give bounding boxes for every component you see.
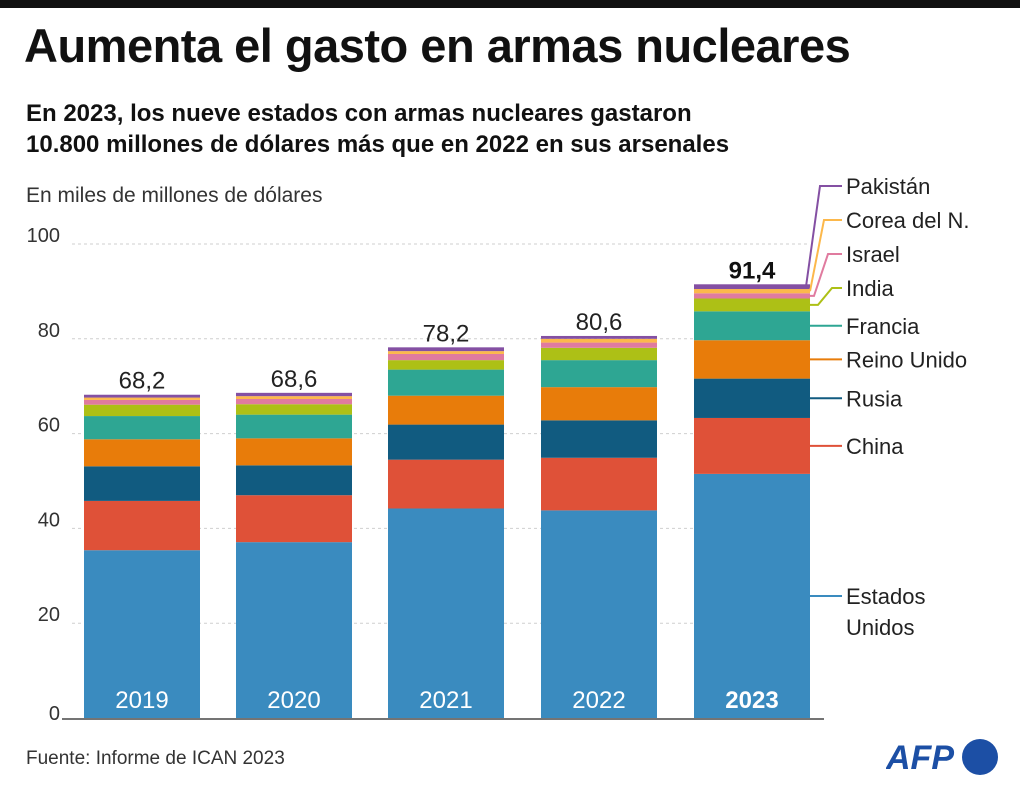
- bar-segment-pakist-n: [694, 284, 810, 290]
- bar-segment-china: [541, 457, 657, 511]
- bar-segment-israel: [388, 353, 504, 361]
- bar-segment-francia: [541, 360, 657, 388]
- x-category-label: 2023: [725, 687, 778, 714]
- y-tick-label: 80: [38, 320, 60, 342]
- bar-segment-rusia: [541, 420, 657, 458]
- bar-segment-pakist-n: [236, 392, 352, 397]
- bar-segment-corea-del-n-: [236, 396, 352, 399]
- legend-label-israel: Israel: [846, 242, 900, 267]
- chart-title: Aumenta el gasto en armas nucleares: [24, 19, 851, 72]
- bar-segment-china: [694, 417, 810, 474]
- legend-label-pakist-n: Pakistán: [846, 174, 930, 199]
- bar-segment-rusia: [388, 424, 504, 460]
- bar-segment-rusia: [236, 465, 352, 496]
- bar-segment-francia: [694, 311, 810, 341]
- bar-segment-estados-unidos: [388, 508, 504, 718]
- bar-segment-corea-del-n-: [541, 338, 657, 343]
- subtitle-line-1: En 2023, los nueve estados con armas nuc…: [26, 100, 692, 127]
- bar-segment-estados-unidos: [541, 510, 657, 718]
- legend-leader-israel: [810, 253, 842, 297]
- bar-segment-reino-unido: [84, 439, 200, 467]
- bar-segment-francia: [84, 416, 200, 440]
- bar-segment-corea-del-n-: [84, 397, 200, 400]
- legend-label-rusia: Rusia: [846, 386, 903, 411]
- y-tick-label: 60: [38, 415, 60, 437]
- bar-segment-reino-unido: [236, 438, 352, 466]
- legend-leader-corea-del-n-: [809, 219, 842, 292]
- bar-total-label: 68,2: [119, 368, 166, 395]
- legend-label-corea-del-n-: Corea del N.: [846, 208, 970, 233]
- bar-segment-corea-del-n-: [388, 351, 504, 354]
- bar-segment-rusia: [694, 378, 810, 418]
- y-tick-label: 20: [38, 604, 60, 626]
- bar-total-label: 68,6: [271, 366, 318, 393]
- bar-segment-india: [541, 347, 657, 361]
- bar-segment-israel: [541, 342, 657, 348]
- bar-segment-israel: [84, 399, 200, 405]
- legend-leader-india: [810, 287, 842, 306]
- legend-label-china: China: [846, 434, 904, 459]
- bar-segment-francia: [388, 369, 504, 396]
- bar-segment-china: [84, 500, 200, 551]
- legend-label-estados-unidos: Estados: [846, 584, 926, 609]
- bar-segment-reino-unido: [541, 387, 657, 421]
- bar-segment-rusia: [84, 466, 200, 501]
- bar-total-label: 80,6: [576, 309, 623, 336]
- legend-leader-pakist-n: [804, 185, 842, 288]
- bar-segment-pakist-n: [84, 394, 200, 398]
- x-category-label: 2021: [419, 687, 472, 714]
- bar-segment-india: [388, 360, 504, 370]
- bar-segment-francia: [236, 414, 352, 439]
- x-category-label: 2019: [115, 687, 168, 714]
- bar-segment-estados-unidos: [694, 473, 810, 718]
- bar-segment-pakist-n: [388, 347, 504, 352]
- legend-label-francia: Francia: [846, 314, 920, 339]
- bar-segment-reino-unido: [388, 395, 504, 425]
- bar-segment-israel: [694, 293, 810, 299]
- top-rule: [0, 0, 1020, 8]
- bar-segment-china: [236, 495, 352, 543]
- bar-segment-india: [84, 404, 200, 417]
- x-category-label: 2022: [572, 687, 625, 714]
- afp-logo-text: AFP: [886, 739, 954, 776]
- afp-logo-circle: [962, 739, 998, 775]
- bar-segment-estados-unidos: [84, 550, 200, 718]
- bar-segment-china: [388, 459, 504, 509]
- bar-segment-israel: [236, 398, 352, 405]
- bar-segment-india: [694, 298, 810, 312]
- legend-label-india: India: [846, 276, 894, 301]
- y-tick-label: 0: [49, 703, 60, 725]
- subtitle-line-2: 10.800 millones de dólares más que en 20…: [26, 131, 730, 158]
- x-category-label: 2020: [267, 687, 320, 714]
- bar-segment-india: [236, 404, 352, 415]
- bar-segment-corea-del-n-: [694, 289, 810, 294]
- bar-segment-reino-unido: [694, 340, 810, 379]
- y-tick-label: 100: [27, 225, 60, 247]
- afp-logo-icon: AFP: [886, 739, 998, 776]
- bar-total-label: 91,4: [729, 257, 776, 284]
- bar-total-label: 78,2: [423, 320, 470, 347]
- bar-segment-estados-unidos: [236, 542, 352, 718]
- source-note: Fuente: Informe de ICAN 2023: [26, 748, 285, 769]
- legend-label-estados-unidos: Unidos: [846, 615, 914, 640]
- y-tick-label: 40: [38, 509, 60, 531]
- chart-subtitle: En 2023, los nueve estados con armas nuc…: [26, 98, 926, 160]
- y-axis-unit-label: En miles de millones de dólares: [26, 184, 323, 207]
- bar-segment-pakist-n: [541, 335, 657, 339]
- legend-label-reino-unido: Reino Unido: [846, 347, 967, 372]
